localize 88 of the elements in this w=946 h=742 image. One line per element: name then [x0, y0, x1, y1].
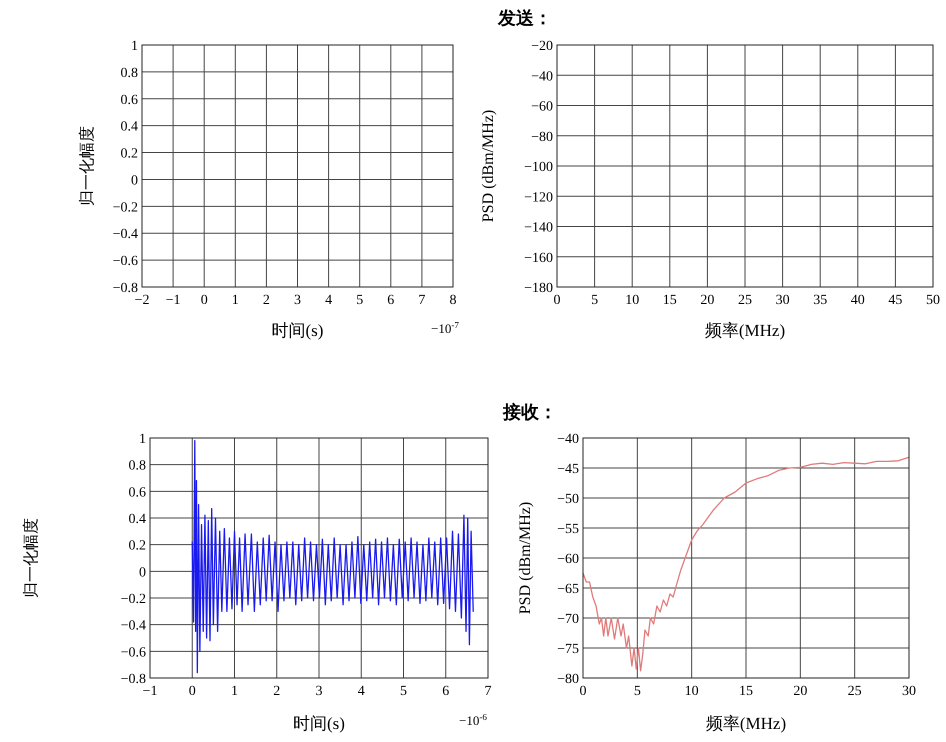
y-tick-label: −0.6	[120, 645, 146, 660]
y-tick-label: −60	[531, 100, 553, 114]
text: −10$^{-7}$	[431, 320, 460, 336]
x-axis-title: 时间(s)	[272, 321, 324, 340]
y-tick-label: 1	[131, 39, 138, 54]
x-tick-label: 7	[418, 293, 426, 308]
x-tick-label: 5	[356, 293, 364, 308]
y-axis-title: PSD (dBm/MHz)	[517, 502, 534, 614]
x-tick-label: 1	[231, 684, 238, 699]
y-tick-label: −80	[531, 130, 553, 145]
x-tick-label: −1	[142, 684, 158, 699]
y-tick-label: 0.8	[120, 66, 138, 81]
x-tick-label: 15	[662, 293, 677, 308]
x-tick-label: 7	[484, 684, 492, 699]
x-tick-label: 50	[926, 293, 940, 308]
text: −10$^{-6}$	[459, 712, 488, 728]
y-tick-label: −70	[557, 612, 579, 627]
y-tick-label: −0.4	[120, 618, 146, 634]
x-tick-label: 5	[634, 684, 641, 699]
y-tick-label: −0.8	[112, 281, 138, 296]
x-tick-label: 0	[188, 684, 196, 699]
x-tick-label: 30	[902, 684, 916, 699]
x-tick-label: 8	[450, 293, 456, 308]
y-tick-label: 0.6	[128, 485, 146, 500]
y-tick-label: −20	[531, 39, 553, 54]
x-tick-label: −1	[166, 293, 181, 308]
line-series	[582, 456, 910, 672]
x-tick-label: 4	[325, 293, 332, 308]
x-tick-label: 45	[888, 293, 902, 308]
x-tick-label: 20	[793, 684, 808, 699]
x-tick-label: 10	[684, 684, 699, 699]
x-tick-label: 5	[591, 293, 598, 308]
x-tick-label: 20	[700, 293, 714, 308]
x-axis-title: 时间(s)	[293, 714, 345, 733]
y-axis-title: 归一化幅度	[78, 126, 96, 206]
y-tick-label: 0.4	[120, 120, 138, 135]
y-tick-label: −45	[557, 462, 579, 477]
y-axis-title: 归一化幅度	[22, 518, 40, 598]
y-tick-label: 0	[131, 173, 138, 188]
x-tick-label: 3	[294, 293, 301, 308]
y-tick-label: −40	[557, 432, 579, 447]
x-tick-label: 35	[813, 293, 828, 308]
chart-title: 发送：	[497, 8, 552, 28]
x-tick-label: 1	[232, 293, 239, 308]
y-tick-label: −55	[557, 522, 579, 537]
y-tick-label: 0.6	[120, 92, 138, 108]
x-tick-label: 2	[273, 684, 280, 699]
chart-title: 接收：	[502, 402, 557, 422]
x-tick-label: 15	[739, 684, 753, 699]
x-tick-label: 3	[316, 684, 322, 699]
x-tick-label: 6	[387, 293, 394, 308]
x-tick-label: 30	[776, 293, 790, 308]
x-tick-label: 2	[262, 293, 270, 308]
x-tick-label: 10	[625, 293, 640, 308]
y-tick-label: −40	[531, 69, 553, 84]
y-tick-label: −0.8	[120, 672, 146, 687]
y-tick-label: −50	[557, 492, 579, 507]
y-tick-label: −100	[524, 160, 553, 175]
y-tick-label: −75	[557, 642, 579, 657]
x-tick-label: −2	[134, 293, 150, 308]
x-tick-label: 5	[400, 684, 407, 699]
y-axis-title: PSD (dBm/MHz)	[480, 110, 497, 222]
y-tick-label: 0.8	[128, 458, 146, 474]
y-tick-label: −0.4	[112, 227, 138, 242]
x-axis-title: 频率(MHz)	[704, 321, 786, 340]
x-tick-label: 6	[442, 684, 450, 699]
y-tick-label: −80	[557, 672, 579, 687]
y-tick-label: −0.2	[120, 592, 146, 607]
x-tick-label: 4	[358, 684, 365, 699]
y-tick-label: −180	[524, 281, 553, 296]
x-tick-label: 0	[200, 293, 208, 308]
y-tick-label: −0.6	[112, 254, 138, 270]
y-tick-label: 0.4	[128, 512, 146, 527]
y-tick-label: −60	[557, 552, 579, 567]
y-tick-label: −0.2	[112, 200, 138, 216]
line-series	[192, 440, 474, 674]
y-tick-label: 1	[139, 432, 146, 447]
y-tick-label: 0.2	[128, 538, 146, 554]
y-tick-label: −65	[557, 582, 579, 597]
y-tick-label: −120	[524, 190, 553, 206]
x-axis-title: 频率(MHz)	[706, 714, 786, 733]
x-tick-label: 25	[738, 293, 752, 308]
y-tick-label: 0.2	[120, 146, 138, 162]
y-tick-label: 0	[139, 565, 146, 580]
y-tick-label: −140	[524, 220, 553, 236]
y-tick-label: −160	[524, 250, 553, 266]
x-tick-label: 25	[848, 684, 862, 699]
x-tick-label: 40	[850, 293, 865, 308]
